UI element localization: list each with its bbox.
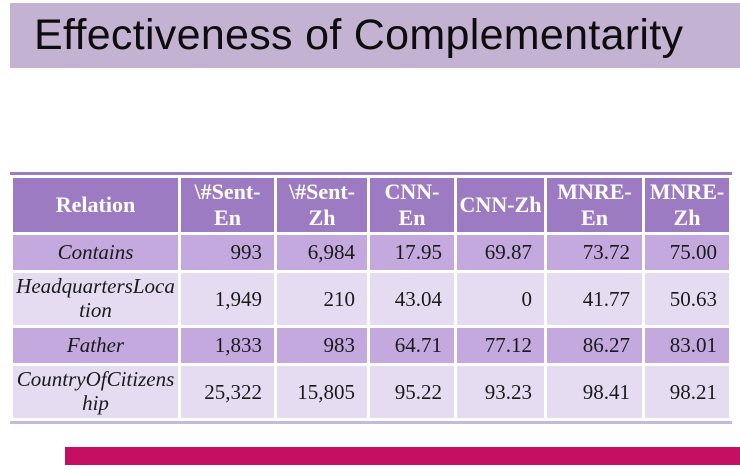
table-row: Father 1,833 983 64.71 77.12 86.27 83.01 xyxy=(13,328,729,363)
value-cell: 69.87 xyxy=(457,235,544,270)
value-cell: 993 xyxy=(181,235,274,270)
relation-name: Father xyxy=(13,328,178,363)
footer-accent-bar xyxy=(65,447,740,465)
value-cell: 95.22 xyxy=(370,366,454,418)
value-cell: 1,949 xyxy=(181,273,274,325)
value-cell: 98.21 xyxy=(645,366,729,418)
table-row: HeadquartersLocation 1,949 210 43.04 0 4… xyxy=(13,273,729,325)
column-header-mnre-en: MNRE-En xyxy=(547,178,642,232)
relation-name: HeadquartersLocation xyxy=(13,273,178,325)
value-cell: 41.77 xyxy=(547,273,642,325)
table-row: CountryOfCitizenship 25,322 15,805 95.22… xyxy=(13,366,729,418)
column-header-sent-en: \#Sent-En xyxy=(181,178,274,232)
value-cell: 64.71 xyxy=(370,328,454,363)
value-cell: 50.63 xyxy=(645,273,729,325)
column-header-cnn-zh: CNN-Zh xyxy=(457,178,544,232)
value-cell: 1,833 xyxy=(181,328,274,363)
relation-name: CountryOfCitizenship xyxy=(13,366,178,418)
value-cell: 15,805 xyxy=(277,366,367,418)
results-table: Relation \#Sent-En \#Sent-Zh CNN-En CNN-… xyxy=(10,172,732,424)
value-cell: 73.72 xyxy=(547,235,642,270)
value-cell: 93.23 xyxy=(457,366,544,418)
value-cell: 86.27 xyxy=(547,328,642,363)
column-header-relation: Relation xyxy=(13,178,178,232)
value-cell: 75.00 xyxy=(645,235,729,270)
value-cell: 25,322 xyxy=(181,366,274,418)
value-cell: 983 xyxy=(277,328,367,363)
column-header-mnre-zh: MNRE-Zh xyxy=(645,178,729,232)
relation-name: Contains xyxy=(13,235,178,270)
table-row: Contains 993 6,984 17.95 69.87 73.72 75.… xyxy=(13,235,729,270)
title-bar: Effectiveness of Complementarity xyxy=(10,3,740,68)
column-header-cnn-en: CNN-En xyxy=(370,178,454,232)
value-cell: 83.01 xyxy=(645,328,729,363)
value-cell: 98.41 xyxy=(547,366,642,418)
value-cell: 6,984 xyxy=(277,235,367,270)
value-cell: 0 xyxy=(457,273,544,325)
value-cell: 43.04 xyxy=(370,273,454,325)
slide-title: Effectiveness of Complementarity xyxy=(34,11,684,59)
value-cell: 210 xyxy=(277,273,367,325)
table-header-row: Relation \#Sent-En \#Sent-Zh CNN-En CNN-… xyxy=(13,178,729,232)
value-cell: 17.95 xyxy=(370,235,454,270)
column-header-sent-zh: \#Sent-Zh xyxy=(277,178,367,232)
value-cell: 77.12 xyxy=(457,328,544,363)
